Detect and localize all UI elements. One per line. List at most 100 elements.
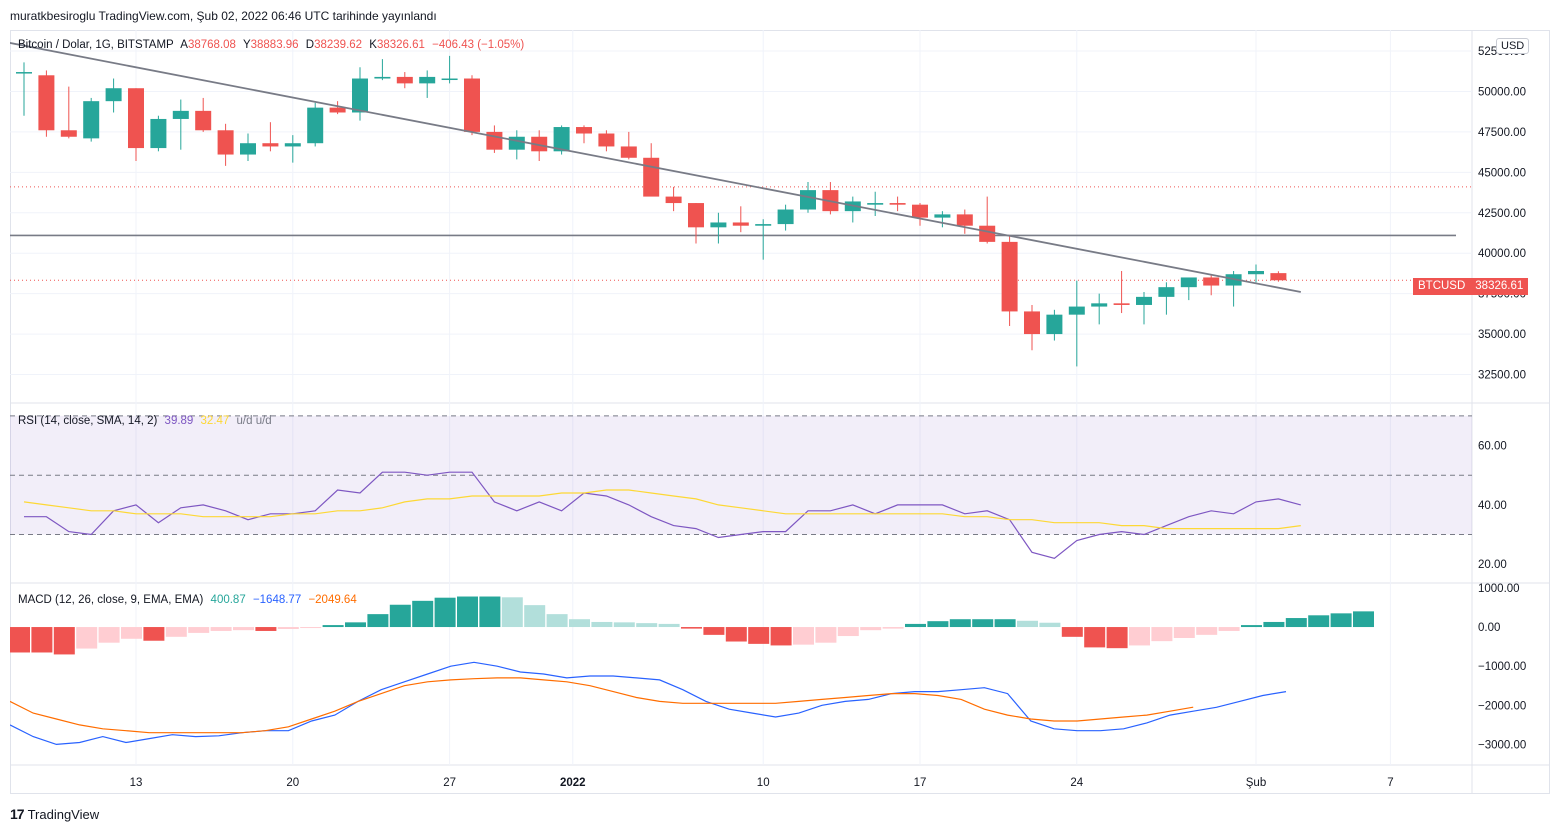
candle-body <box>934 214 951 218</box>
candle-body <box>1136 296 1152 305</box>
macd-histogram-bar <box>1173 627 1195 638</box>
currency-badge[interactable]: USD <box>1496 38 1530 54</box>
macd-line-value: −1648.77 <box>252 594 302 606</box>
candle-body <box>396 76 413 84</box>
macd-histogram-bar <box>1017 620 1038 628</box>
price-tag-value: 38326.61 <box>1470 278 1529 295</box>
macd-histogram-bar <box>121 627 142 639</box>
candle-body <box>1158 287 1175 297</box>
candle-body <box>755 224 772 226</box>
candle-body <box>912 204 928 218</box>
price-tick-label: 35000.00 <box>1478 329 1526 341</box>
macd-histogram-bar <box>725 627 747 642</box>
footer-brand[interactable]: 17 TradingView <box>10 806 99 822</box>
macd-histogram-bar <box>927 621 949 628</box>
candle-body <box>16 72 32 74</box>
macd-histogram-bar <box>98 627 120 643</box>
candle-body <box>172 110 189 119</box>
candle-body <box>1068 306 1085 315</box>
x-tick-label: 24 <box>1070 777 1083 789</box>
x-tick-label: 20 <box>286 777 299 789</box>
macd-histogram-bar <box>1218 627 1240 631</box>
candle-body <box>576 127 592 134</box>
high-label: Y <box>242 39 251 51</box>
macd-histogram-bar <box>770 627 792 646</box>
macd-histogram-bar <box>479 596 501 628</box>
price-tick-label: 42500.00 <box>1478 208 1526 220</box>
high-value: 38883.96 <box>250 39 299 51</box>
macd-histogram-bar <box>1196 627 1218 635</box>
candle-body <box>38 75 55 131</box>
macd-histogram-bar <box>1241 625 1262 628</box>
macd-histogram-bar <box>1330 613 1352 628</box>
footer-brand-text: TradingView <box>27 806 100 822</box>
macd-histogram-bar <box>703 627 725 635</box>
macd-histogram-bar <box>1061 627 1083 637</box>
low-value: 38239.62 <box>314 39 363 51</box>
candle-body <box>240 143 256 155</box>
macd-histogram-bar <box>1263 621 1285 628</box>
candle-body <box>329 107 346 113</box>
macd-histogram-bar <box>53 627 75 655</box>
macd-line <box>10 661 1287 746</box>
candle-body <box>1091 303 1108 307</box>
macd-histogram-bar <box>905 623 926 628</box>
rsi-tick-label: 20.00 <box>1478 559 1507 571</box>
candle-body <box>105 88 122 102</box>
close-label: K <box>369 39 377 51</box>
publisher-line: muratkbesiroglu TradingView.com, Şub 02,… <box>10 9 437 23</box>
macd-histogram-bar <box>658 623 680 628</box>
macd-histogram-bar <box>1129 627 1150 646</box>
candle-body <box>1001 241 1018 312</box>
candle-body <box>979 225 996 242</box>
rsi-extra: u/d u/d <box>236 415 272 427</box>
candle-body <box>956 214 973 226</box>
open-label: A <box>180 39 188 51</box>
macd-histogram-bar <box>636 623 658 628</box>
macd-histogram-bar <box>188 627 210 633</box>
macd-histogram-bar <box>681 627 702 629</box>
candle-body <box>665 196 682 204</box>
macd-histogram-bar <box>457 596 478 628</box>
macd-histogram-bar <box>860 627 882 631</box>
macd-histogram-bar <box>434 597 456 628</box>
candle-body <box>150 118 167 149</box>
candle-body <box>732 222 749 226</box>
x-tick-label: 13 <box>130 777 143 789</box>
macd-histogram-bar <box>815 627 837 643</box>
x-tick-label: Şub <box>1246 777 1266 789</box>
candle-body <box>1046 314 1063 335</box>
macd-histogram-bar <box>1353 611 1374 628</box>
macd-histogram-bar <box>837 627 859 637</box>
macd-hist-value: 400.87 <box>210 594 246 606</box>
rsi-tick-label: 40.00 <box>1478 500 1507 512</box>
chart-canvas[interactable]: 1320272022101724Şub752500.0050000.004750… <box>10 30 1550 794</box>
macd-histogram-bar <box>591 621 613 628</box>
macd-histogram-bar <box>143 627 165 641</box>
candle-body <box>867 203 884 205</box>
macd-histogram-bar <box>233 627 254 631</box>
candle-body <box>688 203 704 228</box>
macd-tick-label: 0.00 <box>1478 622 1500 634</box>
macd-histogram-bar <box>501 597 523 628</box>
macd-legend: MACD (12, 26, close, 9, EMA, EMA) 400.87… <box>18 594 361 606</box>
rsi-ma-line <box>23 489 1301 530</box>
macd-histogram-bar <box>165 627 187 637</box>
candle-body <box>419 76 436 84</box>
candle-body <box>374 76 391 79</box>
chart-frame[interactable]: 1320272022101724Şub752500.0050000.004750… <box>10 30 1550 794</box>
candle-body <box>195 110 212 131</box>
price-tick-label: 50000.00 <box>1478 86 1526 98</box>
macd-tick-label: −1000.00 <box>1478 661 1526 673</box>
macd-histogram-bar <box>322 625 344 628</box>
macd-histogram-bar <box>1106 627 1128 649</box>
macd-tick-label: 1000.00 <box>1478 583 1520 595</box>
macd-signal-line <box>10 677 1194 734</box>
macd-tick-label: −2000.00 <box>1478 700 1526 712</box>
macd-histogram-bar <box>1151 627 1173 642</box>
candle-body <box>128 88 144 149</box>
macd-histogram-bar <box>255 627 277 631</box>
macd-histogram-bar <box>793 627 814 645</box>
x-tick-label: 27 <box>443 777 456 789</box>
price-tick-label: 47500.00 <box>1478 127 1526 139</box>
